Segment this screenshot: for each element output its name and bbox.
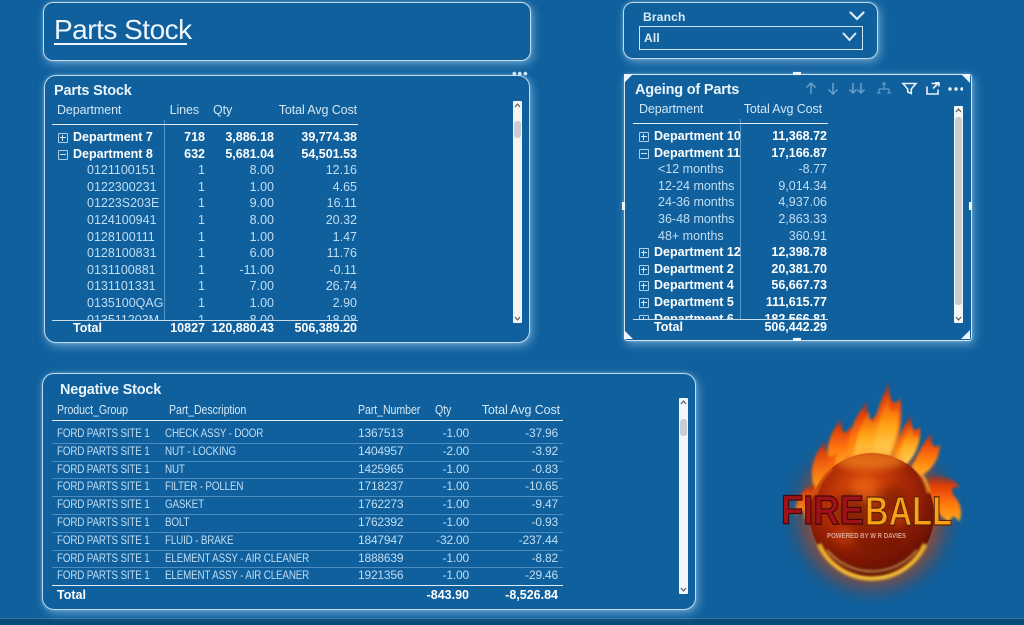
svg-text:BALL: BALL: [865, 488, 952, 534]
svg-text:FIRE: FIRE: [781, 487, 864, 533]
svg-text:POWERED BY W R DAVIES: POWERED BY W R DAVIES: [827, 531, 906, 540]
